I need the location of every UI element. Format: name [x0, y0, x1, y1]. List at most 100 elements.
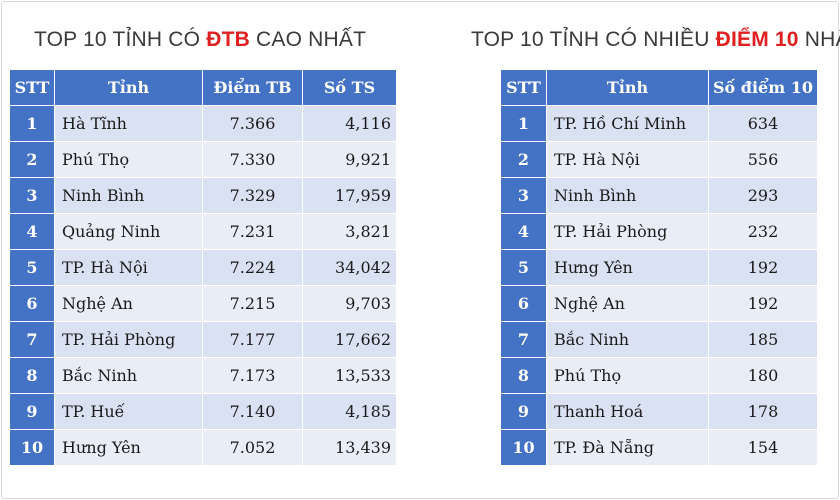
table-row: 3 Ninh Bình 7.329 17,959 [9, 177, 397, 214]
value-cell: 4,185 [302, 393, 397, 430]
table-row: 10 Hưng Yên 7.052 13,439 [9, 429, 397, 466]
province-cell: TP. Hà Nội [546, 141, 709, 178]
province-cell: Quảng Ninh [54, 213, 203, 250]
rank-cell: 1 [9, 105, 55, 142]
province-cell: Nghệ An [54, 285, 203, 322]
table-row: 6 Nghệ An 7.215 9,703 [9, 285, 397, 322]
rank-cell: 9 [500, 393, 547, 430]
right-title-suffix: NHẤT [804, 28, 840, 51]
province-cell: TP. Hà Nội [54, 249, 203, 286]
value-cell: 154 [708, 429, 818, 466]
rank-cell: 7 [9, 321, 55, 358]
value-cell: 3,821 [302, 213, 397, 250]
left-table-title: TOP 10 TỈNH CÓ ĐTB CAO NHẤT [34, 28, 366, 52]
province-cell: TP. Hải Phòng [546, 213, 709, 250]
rank-cell: 8 [500, 357, 547, 394]
value-cell: 293 [708, 177, 818, 214]
value-cell: 7.173 [202, 357, 303, 394]
rank-cell: 10 [500, 429, 547, 466]
value-cell: 7.330 [202, 141, 303, 178]
table-row: 2 TP. Hà Nội 556 [500, 141, 818, 178]
value-cell: 13,533 [302, 357, 397, 394]
province-cell: TP. Hồ Chí Minh [546, 105, 709, 142]
value-cell: 7.224 [202, 249, 303, 286]
province-cell: Hà Tĩnh [54, 105, 203, 142]
column-header: STT [500, 69, 547, 106]
province-cell: Hưng Yên [546, 249, 709, 286]
province-cell: Hưng Yên [54, 429, 203, 466]
value-cell: 7.231 [202, 213, 303, 250]
rank-cell: 4 [9, 213, 55, 250]
value-cell: 192 [708, 285, 818, 322]
table-row: 5 TP. Hà Nội 7.224 34,042 [9, 249, 397, 286]
table-row: 6 Nghệ An 192 [500, 285, 818, 322]
right-title-prefix: TOP 10 TỈNH CÓ NHIỀU [471, 28, 716, 51]
table-row: 9 TP. Huế 7.140 4,185 [9, 393, 397, 430]
province-cell: TP. Hải Phòng [54, 321, 203, 358]
value-cell: 232 [708, 213, 818, 250]
table-header: STT Tỉnh Số điểm 10 [500, 69, 818, 106]
value-cell: 4,116 [302, 105, 397, 142]
province-cell: Bắc Ninh [546, 321, 709, 358]
province-cell: Thanh Hoá [546, 393, 709, 430]
rank-cell: 3 [9, 177, 55, 214]
province-cell: TP. Đà Nẵng [546, 429, 709, 466]
table-row: 4 Quảng Ninh 7.231 3,821 [9, 213, 397, 250]
table-row: 2 Phú Thọ 7.330 9,921 [9, 141, 397, 178]
rank-cell: 6 [500, 285, 547, 322]
rank-cell: 8 [9, 357, 55, 394]
province-cell: Phú Thọ [54, 141, 203, 178]
rank-cell: 4 [500, 213, 547, 250]
table-row: 8 Bắc Ninh 7.173 13,533 [9, 357, 397, 394]
value-cell: 7.215 [202, 285, 303, 322]
province-cell: Phú Thọ [546, 357, 709, 394]
value-cell: 9,703 [302, 285, 397, 322]
province-cell: Ninh Bình [54, 177, 203, 214]
left-title-highlight: ĐTB [206, 28, 250, 51]
table-row: 3 Ninh Bình 293 [500, 177, 818, 214]
rank-cell: 2 [500, 141, 547, 178]
table-row: 4 TP. Hải Phòng 232 [500, 213, 818, 250]
table-row: 5 Hưng Yên 192 [500, 249, 818, 286]
table-body: 1 Hà Tĩnh 7.366 4,116 2 Phú Thọ 7.330 9,921 3 Nin… [9, 105, 397, 466]
value-cell: 13,439 [302, 429, 397, 466]
value-cell: 178 [708, 393, 818, 430]
table-header: STT Tỉnh Điểm TB Số TS [9, 69, 397, 106]
column-header: Điểm TB [202, 69, 303, 106]
value-cell: 192 [708, 249, 818, 286]
right-table-title: TOP 10 TỈNH CÓ NHIỀU ĐIỂM 10 NHẤT [471, 28, 840, 52]
column-header: Tỉnh [546, 69, 709, 106]
rank-cell: 5 [9, 249, 55, 286]
rank-cell: 6 [9, 285, 55, 322]
column-header: Số điểm 10 [708, 69, 818, 106]
rank-cell: 2 [9, 141, 55, 178]
value-cell: 7.177 [202, 321, 303, 358]
column-header: Số TS [302, 69, 397, 106]
province-cell: TP. Huế [54, 393, 203, 430]
top-average-score-table: STT Tỉnh Điểm TB Số TS 1 Hà Tĩnh 7.366 4,116 2 P… [9, 69, 397, 466]
rank-cell: 7 [500, 321, 547, 358]
rank-cell: 5 [500, 249, 547, 286]
value-cell: 17,662 [302, 321, 397, 358]
value-cell: 7.052 [202, 429, 303, 466]
value-cell: 17,959 [302, 177, 397, 214]
rank-cell: 3 [500, 177, 547, 214]
province-cell: Bắc Ninh [54, 357, 203, 394]
top-perfect-score-table: STT Tỉnh Số điểm 10 1 TP. Hồ Chí Minh 634 2 TP… [500, 69, 818, 466]
province-cell: Nghệ An [546, 285, 709, 322]
rank-cell: 1 [500, 105, 547, 142]
column-header: STT [9, 69, 55, 106]
value-cell: 180 [708, 357, 818, 394]
value-cell: 7.366 [202, 105, 303, 142]
table-row: 10 TP. Đà Nẵng 154 [500, 429, 818, 466]
value-cell: 9,921 [302, 141, 397, 178]
table-row: 1 TP. Hồ Chí Minh 634 [500, 105, 818, 142]
value-cell: 7.329 [202, 177, 303, 214]
value-cell: 634 [708, 105, 818, 142]
value-cell: 556 [708, 141, 818, 178]
table-row: 8 Phú Thọ 180 [500, 357, 818, 394]
province-cell: Ninh Bình [546, 177, 709, 214]
column-header: Tỉnh [54, 69, 203, 106]
left-title-prefix: TOP 10 TỈNH CÓ [34, 28, 207, 51]
